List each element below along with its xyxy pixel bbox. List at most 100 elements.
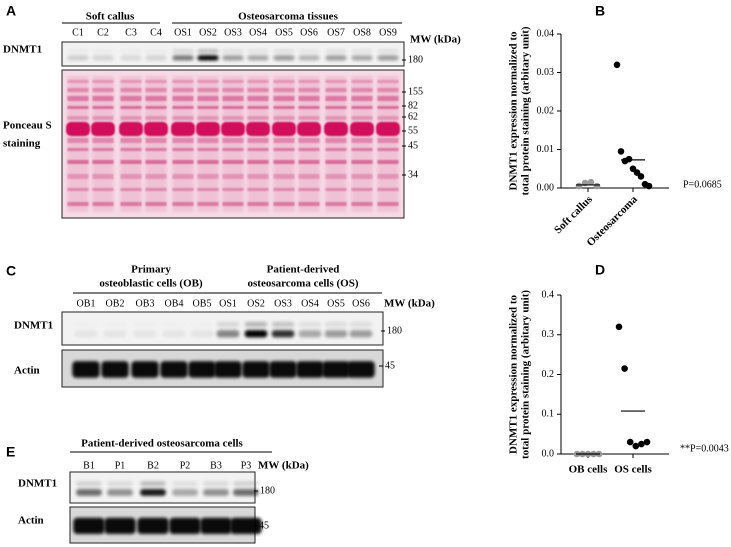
lane-label: OS8 bbox=[353, 27, 371, 38]
band bbox=[377, 116, 399, 120]
band bbox=[160, 361, 188, 378]
band bbox=[273, 160, 295, 164]
lane-label: OS7 bbox=[327, 27, 345, 38]
band bbox=[145, 160, 167, 164]
x-tick-label: Soft callus bbox=[552, 193, 595, 236]
band bbox=[221, 122, 245, 136]
band bbox=[92, 188, 114, 191]
band bbox=[67, 160, 89, 164]
lane-label: B2 bbox=[147, 460, 159, 471]
band bbox=[297, 122, 321, 136]
band bbox=[247, 96, 269, 101]
y-tick-label: 0.2 bbox=[542, 369, 555, 380]
band bbox=[273, 116, 295, 120]
band bbox=[273, 188, 295, 191]
band bbox=[145, 96, 167, 101]
row-label: DNMT1 bbox=[3, 44, 42, 56]
band bbox=[67, 106, 89, 109]
band bbox=[247, 174, 269, 179]
band bbox=[325, 49, 347, 53]
band bbox=[67, 55, 89, 61]
band bbox=[377, 148, 399, 151]
band bbox=[107, 481, 133, 486]
band bbox=[222, 160, 244, 164]
band bbox=[325, 188, 347, 191]
lane-label: C1 bbox=[72, 27, 84, 38]
data-point bbox=[625, 155, 633, 163]
band bbox=[222, 174, 244, 179]
band bbox=[377, 174, 399, 179]
band bbox=[298, 106, 320, 109]
band bbox=[172, 88, 194, 92]
band bbox=[172, 148, 194, 151]
row-label: Actin bbox=[18, 515, 44, 527]
band bbox=[91, 122, 115, 136]
band bbox=[172, 55, 194, 61]
panel-letter: D bbox=[595, 262, 605, 278]
band bbox=[377, 80, 399, 83]
band bbox=[140, 481, 166, 486]
band bbox=[197, 202, 219, 206]
blot-image bbox=[69, 471, 256, 504]
lane-label: OS5 bbox=[275, 27, 293, 38]
band bbox=[325, 80, 347, 83]
group-label: Primary bbox=[131, 264, 171, 276]
band bbox=[298, 96, 320, 101]
marker-label: 155 bbox=[408, 86, 423, 97]
band bbox=[298, 160, 320, 164]
band bbox=[247, 138, 269, 143]
band bbox=[376, 122, 400, 136]
marker-label: 82 bbox=[408, 100, 418, 111]
marker-label: 180 bbox=[260, 485, 275, 496]
group-label: osteoblastic cells (OB) bbox=[99, 278, 203, 290]
band bbox=[197, 49, 219, 53]
band bbox=[67, 49, 89, 53]
band bbox=[197, 106, 219, 109]
band bbox=[145, 138, 167, 143]
blot-bands bbox=[72, 361, 375, 378]
band bbox=[104, 322, 127, 327]
lane-label: C2 bbox=[97, 27, 109, 38]
band bbox=[120, 160, 142, 164]
band bbox=[325, 160, 347, 164]
data-point bbox=[613, 61, 621, 69]
band bbox=[222, 80, 244, 83]
band bbox=[347, 361, 375, 378]
band bbox=[134, 322, 157, 327]
band bbox=[247, 188, 269, 191]
band bbox=[351, 148, 373, 151]
band bbox=[172, 138, 194, 143]
y-axis-title: total protein staining (arbitary unit) bbox=[520, 26, 532, 195]
band bbox=[120, 188, 142, 191]
band bbox=[120, 138, 142, 143]
band bbox=[222, 88, 244, 92]
data-point bbox=[632, 442, 640, 450]
row-label: staining bbox=[3, 138, 41, 150]
band bbox=[298, 148, 320, 151]
band bbox=[171, 122, 195, 136]
band bbox=[377, 106, 399, 109]
band bbox=[120, 49, 141, 53]
data-point bbox=[615, 323, 623, 331]
band bbox=[172, 481, 198, 486]
band bbox=[325, 88, 347, 92]
y-tick-label: 0.04 bbox=[537, 28, 555, 39]
p-value: **P=0.0043 bbox=[680, 443, 729, 454]
band bbox=[197, 148, 219, 151]
band bbox=[137, 517, 169, 534]
band bbox=[247, 116, 269, 120]
lane-label: OS4 bbox=[301, 298, 319, 309]
band bbox=[351, 174, 373, 179]
band bbox=[92, 202, 114, 206]
band bbox=[351, 80, 373, 83]
lane-label: OS9 bbox=[379, 27, 397, 38]
marker-label: 180 bbox=[387, 325, 402, 336]
lane-label: B3 bbox=[210, 460, 222, 471]
band bbox=[349, 330, 373, 338]
y-tick-label: 0.03 bbox=[537, 67, 555, 78]
band bbox=[197, 138, 219, 143]
band bbox=[247, 202, 269, 206]
row-label: DNMT1 bbox=[18, 478, 57, 490]
y-axis-title: DNMT1 expression normalized to bbox=[508, 31, 520, 190]
band bbox=[72, 361, 100, 378]
